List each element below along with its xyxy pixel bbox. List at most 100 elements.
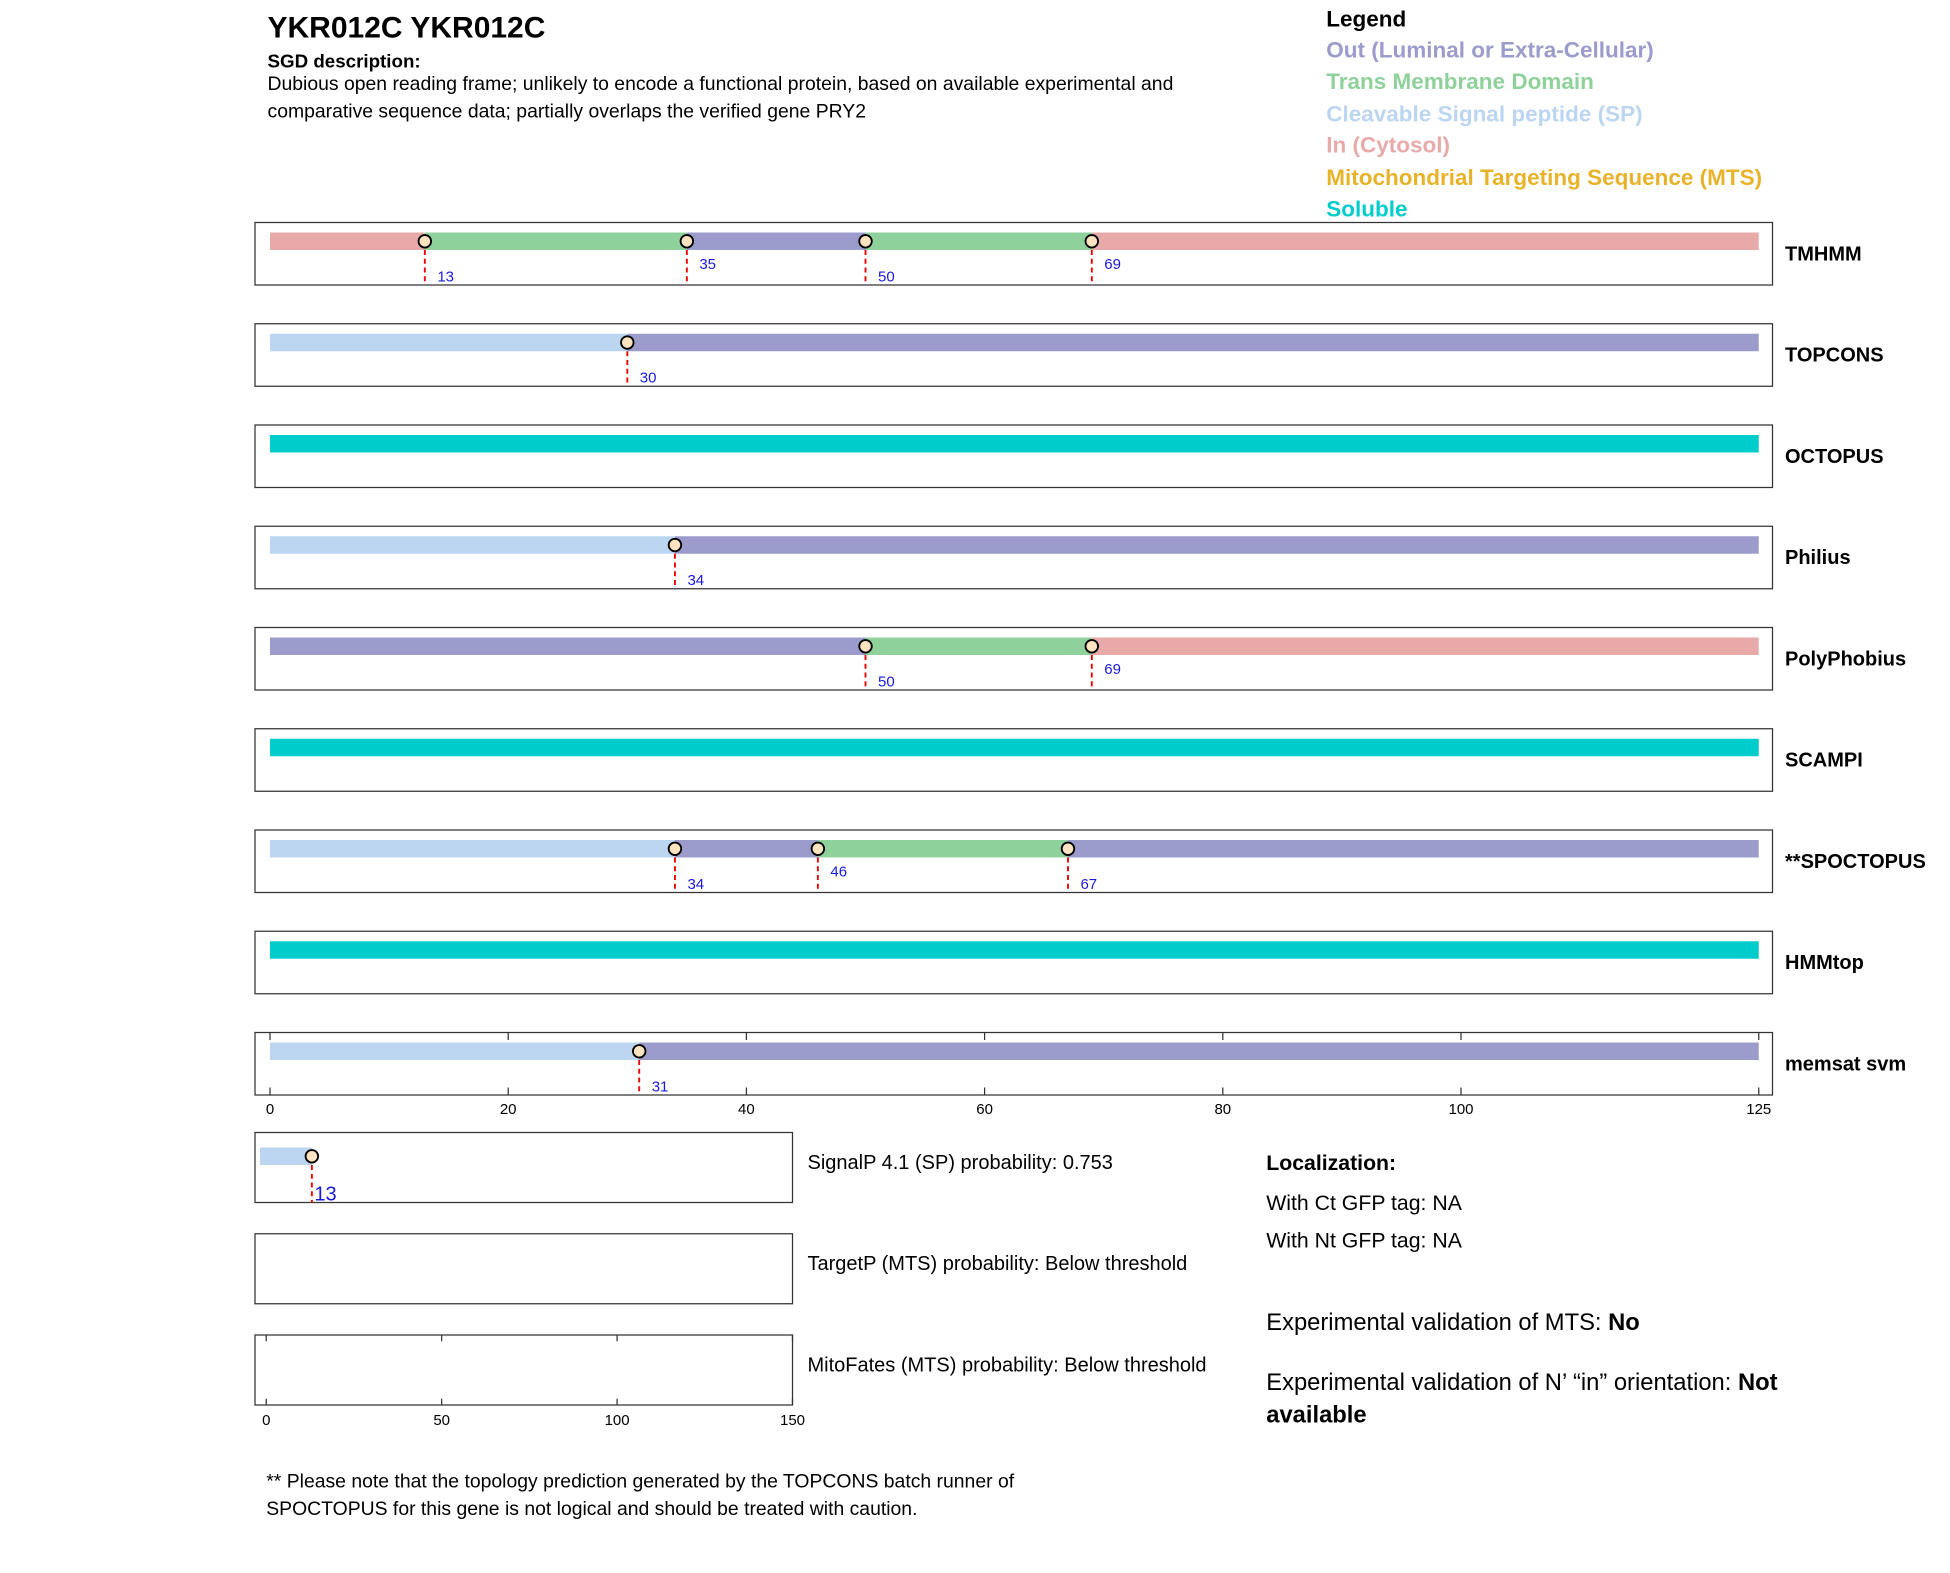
boundary-marker: [858, 234, 873, 249]
boundary-marker: [632, 1044, 647, 1059]
track-name: Philius: [1785, 547, 1851, 569]
x-tick-label: 100: [605, 1412, 630, 1429]
boundary-label: 46: [830, 863, 847, 880]
localization-line: With Nt GFP tag: NA: [1266, 1228, 1462, 1253]
track-box: [254, 424, 1774, 489]
boundary-label: 50: [878, 673, 895, 690]
orientation-validation: Experimental validation of N’ “in” orien…: [1266, 1368, 1829, 1433]
track-box: [254, 626, 1774, 691]
x-tick-label: 40: [738, 1101, 755, 1118]
boundary-label: 31: [652, 1078, 669, 1095]
track-box: [254, 930, 1774, 995]
x-tick-label: 80: [1214, 1101, 1231, 1118]
track-box: [254, 323, 1774, 387]
boundary-label: 67: [1080, 876, 1097, 893]
topology-segment: [639, 1042, 1759, 1060]
boundary-label: 34: [687, 876, 704, 893]
boundary-label: 34: [687, 572, 704, 589]
track-box: [254, 525, 1774, 590]
legend-item: Out (Luminal or Extra-Cellular): [1326, 37, 1654, 63]
boundary-marker: [304, 1149, 320, 1164]
legend-item: Trans Membrane Domain: [1326, 69, 1594, 95]
boundary-marker: [667, 537, 683, 553]
x-tick-label: 125: [1746, 1101, 1771, 1118]
track-box: [254, 1031, 1774, 1096]
track-name: OCTOPUS: [1785, 446, 1884, 468]
topology-segment: [674, 536, 1759, 554]
legend-item: Mitochondrial Targeting Sequence (MTS): [1326, 164, 1763, 190]
mts-text: Experimental validation of MTS:: [1266, 1310, 1602, 1337]
topology-segment: [270, 840, 675, 858]
boundary-label: 69: [1104, 256, 1121, 273]
topology-segment: [270, 333, 628, 352]
boundary-label: 13: [314, 1183, 336, 1205]
track-name: SCAMPI: [1785, 750, 1863, 772]
boundary-label: 13: [437, 268, 454, 285]
topology-segment: [270, 637, 866, 655]
orientation-value: Not available: [1266, 1370, 1778, 1429]
boundary-marker: [417, 234, 433, 249]
boundary-marker: [1060, 841, 1076, 856]
boundary-marker: [667, 841, 683, 856]
boundary-label: 69: [1104, 661, 1121, 678]
signal-segment: [260, 1147, 312, 1165]
description-label: SGD description:: [267, 51, 421, 73]
legend-title: Legend: [1326, 6, 1407, 32]
topology-segment: [674, 840, 818, 858]
x-tick-label: 0: [262, 1412, 270, 1429]
topology-segment: [627, 333, 1759, 352]
track-name: memsat svm: [1785, 1053, 1906, 1075]
title: YKR012C YKR012C: [267, 11, 546, 45]
boundary-marker: [858, 639, 873, 654]
boundary-label: 50: [878, 268, 895, 285]
x-tick-label: 60: [976, 1101, 993, 1118]
x-tick-label: 0: [266, 1101, 274, 1118]
legend: Out (Luminal or Extra-Cellular) Trans Mem…: [1326, 35, 1762, 226]
description: Dubious open reading frame; unlikely to …: [267, 73, 1174, 123]
panel-label-box: TargetP (MTS) probability: Below thresho…: [808, 1254, 1188, 1275]
mts-validation: Experimental validation of MTS: No: [1266, 1308, 1640, 1341]
panel-label-box: SignalP 4.1 (SP) probability: 0.753: [807, 1152, 1113, 1174]
topology-segment: [270, 536, 675, 554]
topology-segment: [270, 1042, 640, 1060]
boundary-label: 35: [699, 256, 716, 273]
panel-label: SignalP 4.1 (SP) probability: 0.753: [807, 1152, 1113, 1174]
x-tick-label: 100: [1448, 1101, 1473, 1118]
topology-segment: [686, 232, 866, 250]
x-tick-label: 20: [500, 1101, 517, 1118]
boundary-marker: [679, 234, 695, 249]
panel-label-box: MitoFates (MTS) probability: Below thres…: [808, 1355, 1207, 1376]
x-tick-label: 50: [433, 1412, 450, 1429]
topology-segment: [270, 232, 425, 250]
mts-value: No: [1608, 1310, 1640, 1337]
track-name: TOPCONS: [1785, 345, 1884, 367]
localization-lines: With Ct GFP tag: NA With Nt GFP tag: NA: [1266, 1185, 1462, 1260]
track-box: [254, 728, 1774, 792]
boundary-marker: [1084, 639, 1099, 654]
track-name: HMMtop: [1785, 952, 1864, 974]
boundary-label: 30: [640, 370, 657, 387]
track-name: TMHMM: [1785, 243, 1862, 265]
topology-segment: [270, 435, 1759, 453]
panel-box: [254, 1233, 794, 1305]
topology-segment: [817, 840, 1068, 858]
track-name: **SPOCTOPUS: [1785, 851, 1926, 873]
note: ** Please note that the topology predict…: [266, 1471, 1015, 1520]
x-tick-label: 150: [780, 1412, 805, 1429]
localization-title: Localization:: [1266, 1151, 1397, 1175]
legend-item: In (Cytosol): [1326, 132, 1450, 158]
panel-box: [254, 1131, 794, 1204]
topology-segment: [270, 941, 1759, 959]
orientation-text: Experimental validation of N’ “in” orien…: [1266, 1370, 1732, 1397]
legend-item: Cleavable Signal peptide (SP): [1326, 101, 1643, 127]
topology-segment: [1091, 232, 1759, 250]
track-name: PolyPhobius: [1785, 648, 1906, 670]
legend-item: Soluble: [1326, 196, 1408, 222]
topology-segment: [865, 232, 1092, 250]
panel-box: [254, 1334, 794, 1406]
boundary-marker: [810, 841, 826, 856]
track-box: [254, 221, 1774, 286]
localization-line: With Ct GFP tag: NA: [1266, 1191, 1462, 1215]
